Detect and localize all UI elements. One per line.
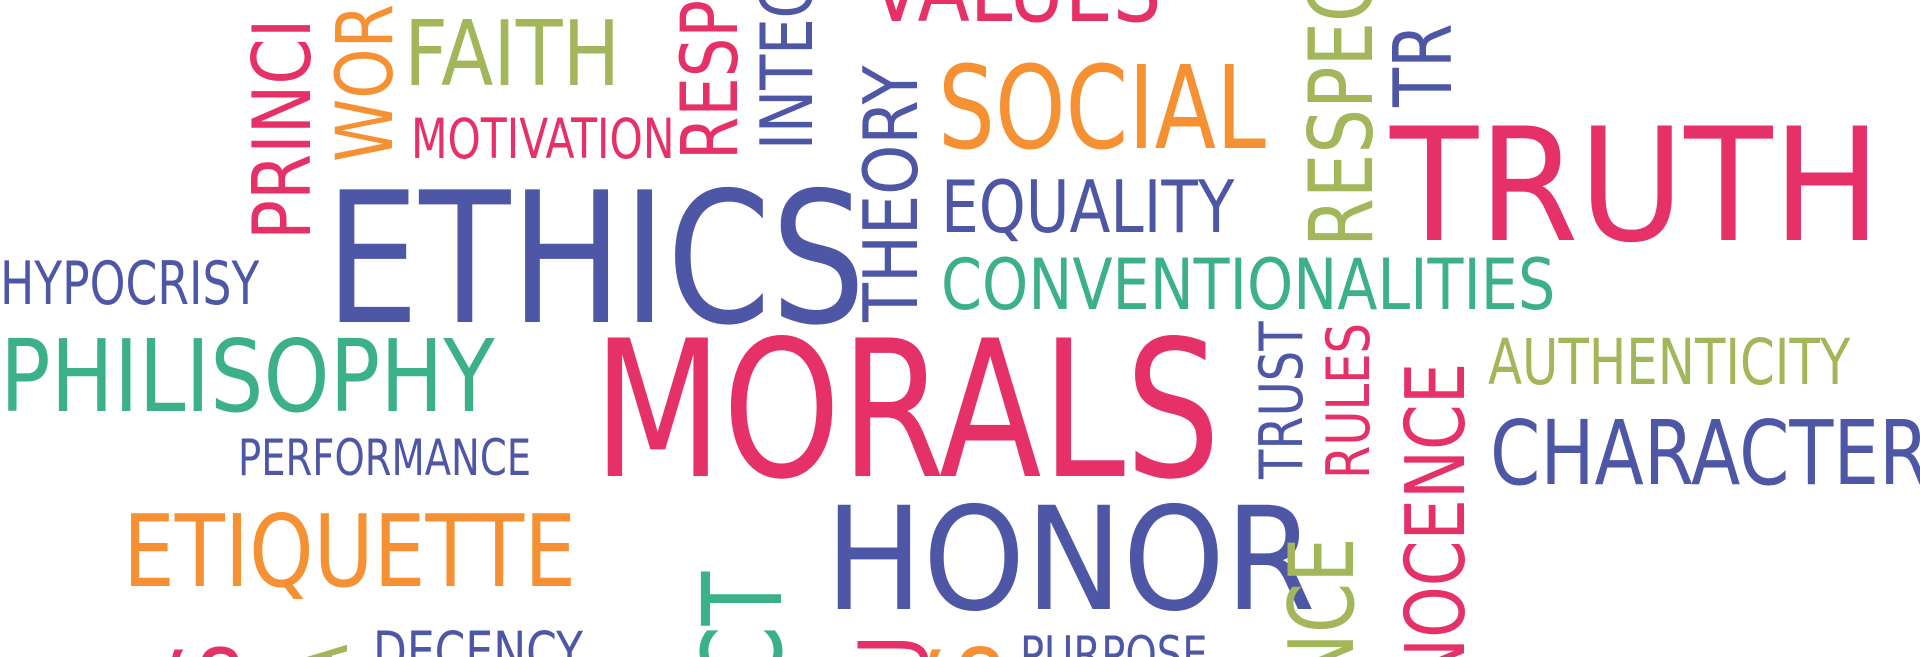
word-respect-bottom: CT (679, 571, 807, 657)
word-character: CHARACTER (1490, 401, 1920, 505)
word-morals: MORALS (593, 300, 1221, 521)
word-respect-top: RESPEC (666, 0, 756, 160)
word-motivation: MOTIVATION (411, 107, 675, 171)
word-rules: RULES (1314, 322, 1384, 479)
word-etiquette: ETIQUETTE (123, 493, 577, 610)
word-values: VALUES (870, 0, 1161, 36)
word-innocence: NOCENCE (1389, 362, 1484, 657)
word-purpose: PURPOSE (1020, 626, 1208, 657)
word-trust: TRUST (1247, 321, 1317, 479)
word-principles: PRINCI (236, 18, 329, 240)
word-authenticity: AUTHENTICITY (1488, 326, 1851, 399)
word-integrity: INTEG (745, 0, 829, 151)
word-equality: EQUALITY (941, 165, 1235, 249)
word-fragment-left: S (155, 642, 260, 657)
word-truth: TRUTH (1390, 95, 1882, 278)
word-social: SOCIAL (938, 42, 1266, 176)
word-ethics: ETHICS (325, 153, 866, 365)
word-honor: HONOR (825, 476, 1316, 643)
word-philisophy: PHILISOPHY (0, 318, 495, 435)
word-worth: WOR (321, 3, 411, 162)
word-hypocrisy: HYPOCRISY (0, 249, 260, 319)
word-decency: DECENCY (373, 620, 583, 657)
word-fragment-mid-2: S (912, 642, 1022, 657)
word-performance: PERFORMANCE (238, 429, 532, 487)
word-faith: FAITH (404, 2, 621, 107)
word-conventionalities: CONVENTIONALITIES (941, 244, 1556, 326)
word-tolerance: NCE (1270, 537, 1375, 657)
word-respect-right: RESPECT (1290, 0, 1393, 247)
word-fragment-left-2: A (273, 644, 366, 657)
